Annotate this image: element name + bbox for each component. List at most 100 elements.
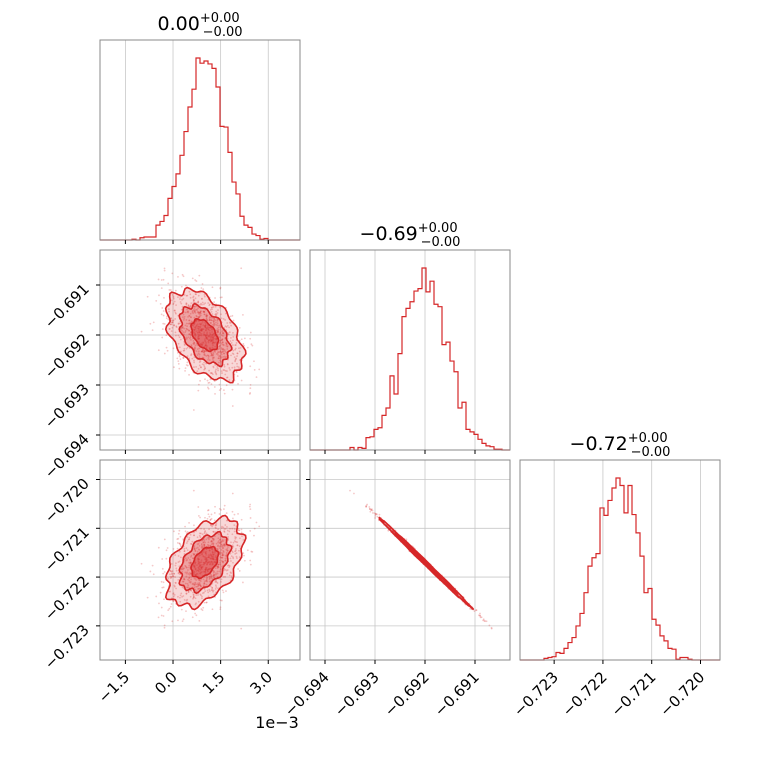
sample-point	[184, 331, 187, 334]
sample-point	[209, 318, 211, 321]
sample-point	[232, 545, 235, 548]
sample-point	[197, 294, 200, 297]
sample-point	[211, 340, 214, 342]
sample-point	[218, 513, 221, 515]
sample-point	[225, 512, 228, 515]
sample-point	[222, 347, 225, 350]
sample-point	[215, 323, 218, 326]
sample-point	[188, 315, 191, 317]
sample-point	[205, 362, 207, 365]
sample-point	[204, 326, 207, 329]
sample-point	[227, 537, 230, 540]
sample-point	[210, 513, 213, 516]
sample-point	[485, 620, 488, 623]
sample-point	[233, 366, 236, 369]
sample-point	[214, 581, 217, 583]
sample-point	[240, 531, 243, 534]
sample-point	[212, 551, 214, 554]
sample-point	[223, 567, 226, 570]
sample-point	[212, 353, 215, 355]
sample-point	[177, 595, 179, 598]
sample-point	[187, 578, 189, 581]
sample-point	[187, 304, 190, 306]
sample-point	[197, 307, 199, 310]
sample-point	[193, 316, 196, 319]
sample-point	[172, 296, 175, 299]
sample-point	[181, 595, 183, 598]
sample-point	[178, 529, 181, 532]
sample-point	[235, 357, 238, 360]
sample-point	[171, 572, 173, 575]
sample-point	[251, 344, 254, 347]
x-tick-label-0-1: 0.0	[151, 668, 181, 698]
sample-point	[175, 587, 177, 590]
sample-point	[193, 564, 196, 567]
sample-point	[231, 314, 234, 317]
sample-point	[177, 323, 180, 325]
sample-point	[228, 566, 230, 569]
sample-point	[198, 331, 201, 334]
sample-point	[217, 563, 220, 566]
sample-point	[249, 331, 252, 334]
sample-point	[176, 538, 179, 541]
sample-point	[181, 586, 184, 589]
sample-point	[214, 392, 216, 395]
sample-point	[219, 355, 222, 358]
sample-point	[209, 544, 212, 547]
sample-point	[231, 362, 234, 365]
sample-point	[192, 573, 195, 575]
sample-point	[242, 552, 245, 554]
sample-point	[199, 311, 202, 314]
sample-point	[229, 552, 232, 555]
sample-point	[194, 573, 197, 576]
sample-point	[204, 570, 207, 573]
sample-point	[469, 607, 471, 610]
sample-point	[166, 547, 169, 549]
sample-point	[174, 311, 177, 314]
sample-point	[208, 537, 211, 539]
sample-point	[213, 538, 215, 541]
sample-point	[201, 301, 204, 304]
sample-point	[211, 342, 214, 345]
sample-point	[248, 505, 251, 508]
sample-point	[196, 543, 199, 546]
sample-point	[208, 515, 211, 518]
sample-point	[191, 616, 194, 619]
panel-title-2: −0.72+0.00 −0.00	[570, 431, 671, 460]
sample-point	[161, 328, 164, 330]
sample-point	[199, 311, 202, 314]
sample-point	[214, 364, 217, 366]
sample-point	[179, 350, 182, 353]
sample-point	[222, 561, 224, 564]
sample-point	[213, 350, 216, 353]
sample-point	[189, 304, 192, 307]
sample-point	[180, 568, 182, 571]
sample-point	[209, 332, 211, 334]
sample-point	[211, 540, 213, 543]
sample-point	[168, 289, 171, 291]
sample-point	[201, 320, 204, 323]
sample-point	[236, 375, 239, 377]
sample-point	[192, 301, 195, 304]
sample-point	[237, 529, 240, 532]
sample-point	[207, 357, 210, 359]
sample-point	[258, 525, 261, 528]
sample-point	[204, 572, 207, 574]
sample-point	[205, 336, 208, 339]
sample-point	[226, 376, 229, 379]
sample-point	[165, 315, 168, 318]
sample-point	[181, 316, 184, 319]
sample-point	[188, 306, 191, 308]
sample-point	[187, 336, 190, 339]
sample-point	[199, 564, 202, 567]
sample-point	[201, 297, 203, 300]
sample-point	[215, 581, 218, 584]
sample-point	[190, 316, 193, 319]
sample-point	[214, 371, 217, 374]
sample-point	[212, 569, 215, 572]
sample-point	[201, 349, 204, 352]
sample-point	[220, 527, 223, 529]
sample-point	[179, 298, 181, 300]
sample-point	[187, 573, 190, 575]
sample-point	[198, 347, 201, 350]
